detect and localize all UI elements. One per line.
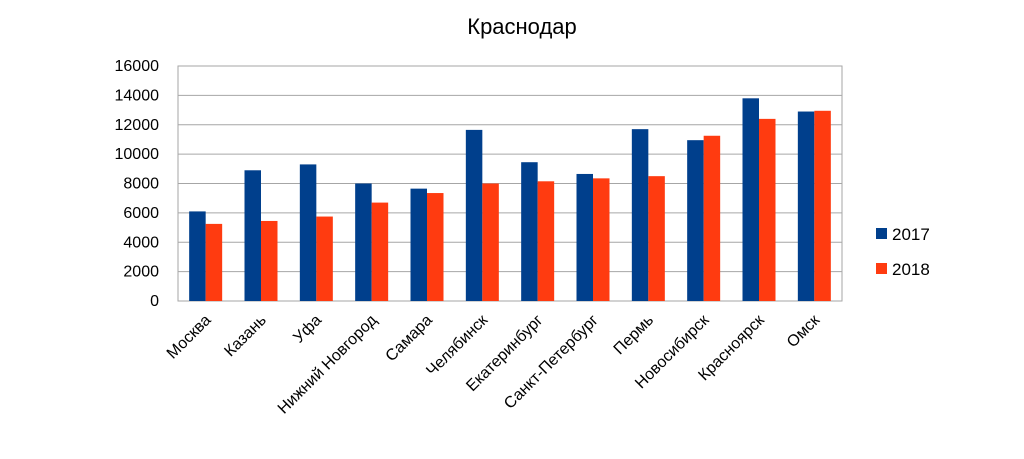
bar-2017-5 <box>410 188 427 301</box>
bars <box>189 98 831 301</box>
y-tick-label: 16000 <box>115 58 160 75</box>
bar-2018-6 <box>482 183 499 301</box>
bar-2017-9 <box>631 129 649 301</box>
bar-2017-1 <box>189 211 206 301</box>
bar-2018-4 <box>371 202 389 301</box>
x-tick-label: Казань <box>221 312 269 360</box>
legend-swatch-2018 <box>876 263 887 274</box>
x-tick-label: Санкт-Петербург <box>501 312 602 413</box>
bar-2018-2 <box>261 220 278 301</box>
bar-2017-11 <box>742 98 759 301</box>
y-tick-label: 6000 <box>123 205 159 222</box>
y-tick-label: 10000 <box>115 146 160 163</box>
y-tick-label: 8000 <box>123 176 159 193</box>
bar-2018-11 <box>759 118 776 301</box>
y-tick-label: 14000 <box>115 87 160 104</box>
bar-2018-10 <box>703 135 721 301</box>
bar-2017-7 <box>521 162 538 301</box>
y-tick-label: 0 <box>150 293 159 310</box>
x-tick-label: Нижний Новгород <box>275 311 381 417</box>
legend: 2017 2018 <box>876 225 930 279</box>
x-tick-label: Пермь <box>611 312 657 358</box>
y-axis: 0 2000 4000 6000 8000 10000 12000 14000 16000 <box>115 58 160 310</box>
bar-2018-7 <box>537 181 555 301</box>
bar-2017-2 <box>244 170 261 301</box>
gridlines <box>177 65 843 302</box>
bar-2018-8 <box>593 178 610 301</box>
x-tick-label: Уфа <box>290 312 325 347</box>
bar-2018-9 <box>648 176 665 301</box>
bar-2018-5 <box>427 193 444 301</box>
legend-swatch-2017 <box>876 228 887 239</box>
bar-2018-12 <box>814 110 831 301</box>
bar-2018-3 <box>316 216 333 301</box>
bar-2017-4 <box>355 183 372 301</box>
bar-2017-3 <box>299 164 317 301</box>
bar-2017-12 <box>797 111 815 301</box>
x-tick-label: Самара <box>383 312 436 365</box>
y-tick-label: 2000 <box>123 264 159 281</box>
bar-2017-8 <box>576 173 593 301</box>
legend-label-2017: 2017 <box>892 225 930 244</box>
legend-label-2018: 2018 <box>892 260 930 279</box>
bar-2017-6 <box>465 129 483 301</box>
x-tick-label: Москва <box>164 312 215 363</box>
y-tick-label: 12000 <box>115 117 160 134</box>
bar-2017-10 <box>687 140 704 301</box>
y-tick-label: 4000 <box>123 234 159 251</box>
chart-title: Краснодар <box>467 14 577 39</box>
bar-2018-1 <box>205 223 223 301</box>
x-tick-label: Омск <box>784 311 824 351</box>
